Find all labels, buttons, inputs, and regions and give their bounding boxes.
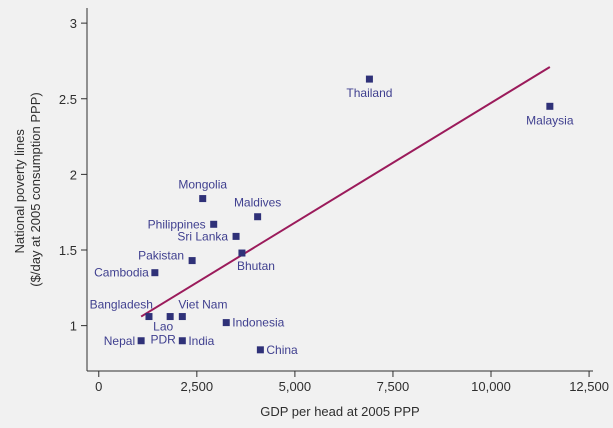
data-point: [178, 313, 186, 321]
point-label: Nepal: [104, 334, 135, 348]
data-point: [137, 337, 145, 345]
point-label: Maldives: [234, 196, 281, 210]
y-axis: 1 1.5 2 2.5 3: [59, 8, 88, 371]
data-point: [178, 337, 186, 345]
data-point: [151, 269, 159, 277]
data-point: [199, 195, 207, 203]
trendline: [140, 66, 551, 318]
points-group: [137, 75, 554, 354]
data-point: [256, 346, 264, 354]
y-tick-label: 2: [70, 167, 77, 182]
x-tick-label: 7,500: [377, 379, 410, 394]
point-label-line: PDR: [150, 333, 176, 347]
x-tick-label: 10,000: [471, 379, 511, 394]
data-point: [145, 313, 153, 321]
point-label: Bhutan: [237, 259, 275, 273]
x-axis-title: GDP per head at 2005 PPP: [260, 404, 419, 419]
data-point: [232, 232, 240, 240]
x-tick-label: 12,500: [569, 379, 609, 394]
point-label: Cambodia: [94, 266, 149, 280]
y-tick-label: 1: [70, 319, 77, 334]
point-labels-group: Thailand Malaysia Mongolia Maldives Philippi…: [90, 86, 574, 357]
data-point: [254, 213, 262, 221]
y-axis-title-line-1: National poverty lines: [12, 129, 27, 254]
data-point: [238, 249, 246, 257]
x-tick-label: 0: [95, 379, 102, 394]
trendline-group: [140, 66, 551, 318]
point-label: India: [188, 334, 214, 348]
point-label: Bangladesh: [90, 298, 153, 312]
y-tick-label: 3: [70, 16, 77, 31]
point-label: Philippines: [148, 217, 206, 231]
y-tick-label: 1.5: [59, 243, 77, 258]
point-label: Mongolia: [178, 178, 227, 192]
point-label: Lao PDR: [150, 320, 176, 347]
data-point: [166, 313, 174, 321]
x-axis: 0 2,500 5,000 7,500 10,000 12,500: [87, 370, 609, 394]
point-label: Pakistan: [138, 249, 184, 263]
y-tick-label: 2.5: [59, 92, 77, 107]
y-axis-title: National poverty lines ($/day at 2005 co…: [12, 92, 43, 286]
x-tick-label: 5,000: [279, 379, 312, 394]
data-point: [546, 102, 554, 110]
point-label: Viet Nam: [178, 298, 227, 312]
data-point: [188, 257, 196, 265]
point-label: Malaysia: [526, 113, 574, 127]
point-label: Indonesia: [232, 316, 284, 330]
point-label: Thailand: [346, 86, 392, 100]
data-point: [210, 220, 218, 228]
y-axis-title-line-2: ($/day at 2005 consumption PPP): [28, 92, 43, 286]
x-tick-label: 2,500: [181, 379, 214, 394]
point-label-line: Lao: [153, 320, 173, 334]
data-point: [222, 319, 230, 327]
point-label: China: [266, 343, 298, 357]
data-point: [365, 75, 373, 83]
point-label: Sri Lanka: [177, 229, 228, 243]
